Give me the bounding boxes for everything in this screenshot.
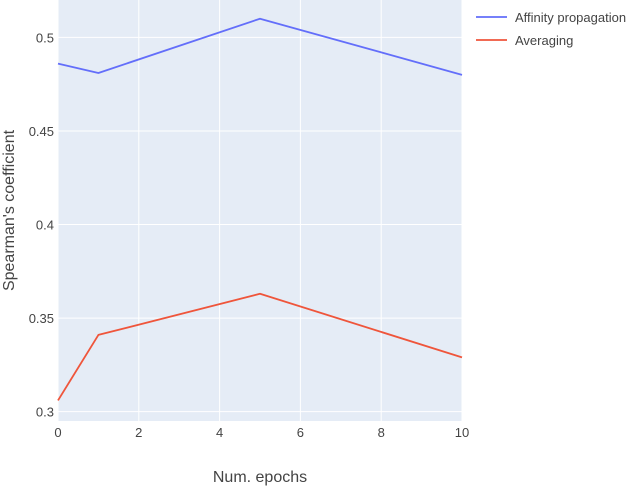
plot-area <box>58 0 462 421</box>
x-tick-label: 6 <box>297 425 304 440</box>
x-tick-label: 2 <box>135 425 142 440</box>
y-tick-label: 0.3 <box>36 405 54 420</box>
gridlines <box>57 0 463 421</box>
y-axis-title: Spearman's coefficient <box>1 129 18 291</box>
series-line <box>57 292 463 401</box>
legend-label: Averaging <box>515 33 573 48</box>
x-axis-title: Num. epochs <box>213 469 307 486</box>
x-tick-label: 10 <box>455 425 469 440</box>
x-tick-label: 0 <box>54 425 61 440</box>
x-tick-label: 8 <box>378 425 385 440</box>
series-line <box>57 17 463 76</box>
x-tick-label: 4 <box>216 425 223 440</box>
y-tick-label: 0.4 <box>36 218 54 233</box>
y-tick-label: 0.35 <box>29 311 54 326</box>
series-lines <box>57 17 463 401</box>
y-tick-label: 0.45 <box>29 124 54 139</box>
legend-label: Affinity propagation <box>515 10 626 25</box>
legend: Affinity propagation Averaging <box>476 10 626 48</box>
x-axis-ticks: 0 2 4 6 8 10 <box>54 425 469 440</box>
y-axis-ticks: 0.3 0.35 0.4 0.45 0.5 <box>29 30 54 419</box>
y-tick-label: 0.5 <box>36 30 54 45</box>
